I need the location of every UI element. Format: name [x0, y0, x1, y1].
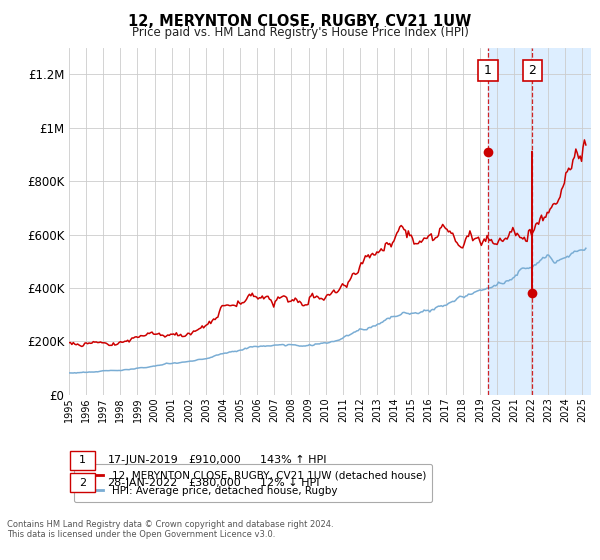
Text: £910,000: £910,000	[188, 455, 241, 465]
FancyBboxPatch shape	[478, 60, 497, 81]
Text: £380,000: £380,000	[188, 478, 241, 488]
Text: 1: 1	[79, 455, 86, 465]
Text: 28-JAN-2022: 28-JAN-2022	[107, 478, 178, 488]
Text: Price paid vs. HM Land Registry's House Price Index (HPI): Price paid vs. HM Land Registry's House …	[131, 26, 469, 39]
Bar	[488, 48, 591, 395]
Text: 143% ↑ HPI: 143% ↑ HPI	[260, 455, 327, 465]
Bar	[532, 48, 591, 395]
Text: 17-JUN-2019: 17-JUN-2019	[107, 455, 178, 465]
Text: 1: 1	[484, 64, 491, 77]
Text: 2: 2	[79, 478, 86, 488]
Legend: 12, MERYNTON CLOSE, RUGBY, CV21 1UW (detached house), HPI: Average price, detach: 12, MERYNTON CLOSE, RUGBY, CV21 1UW (det…	[74, 464, 433, 502]
FancyBboxPatch shape	[523, 60, 542, 81]
Text: 12% ↓ HPI: 12% ↓ HPI	[260, 478, 320, 488]
Text: 12, MERYNTON CLOSE, RUGBY, CV21 1UW: 12, MERYNTON CLOSE, RUGBY, CV21 1UW	[128, 14, 472, 29]
Text: Contains HM Land Registry data © Crown copyright and database right 2024.
This d: Contains HM Land Registry data © Crown c…	[7, 520, 334, 539]
Text: 2: 2	[529, 64, 536, 77]
